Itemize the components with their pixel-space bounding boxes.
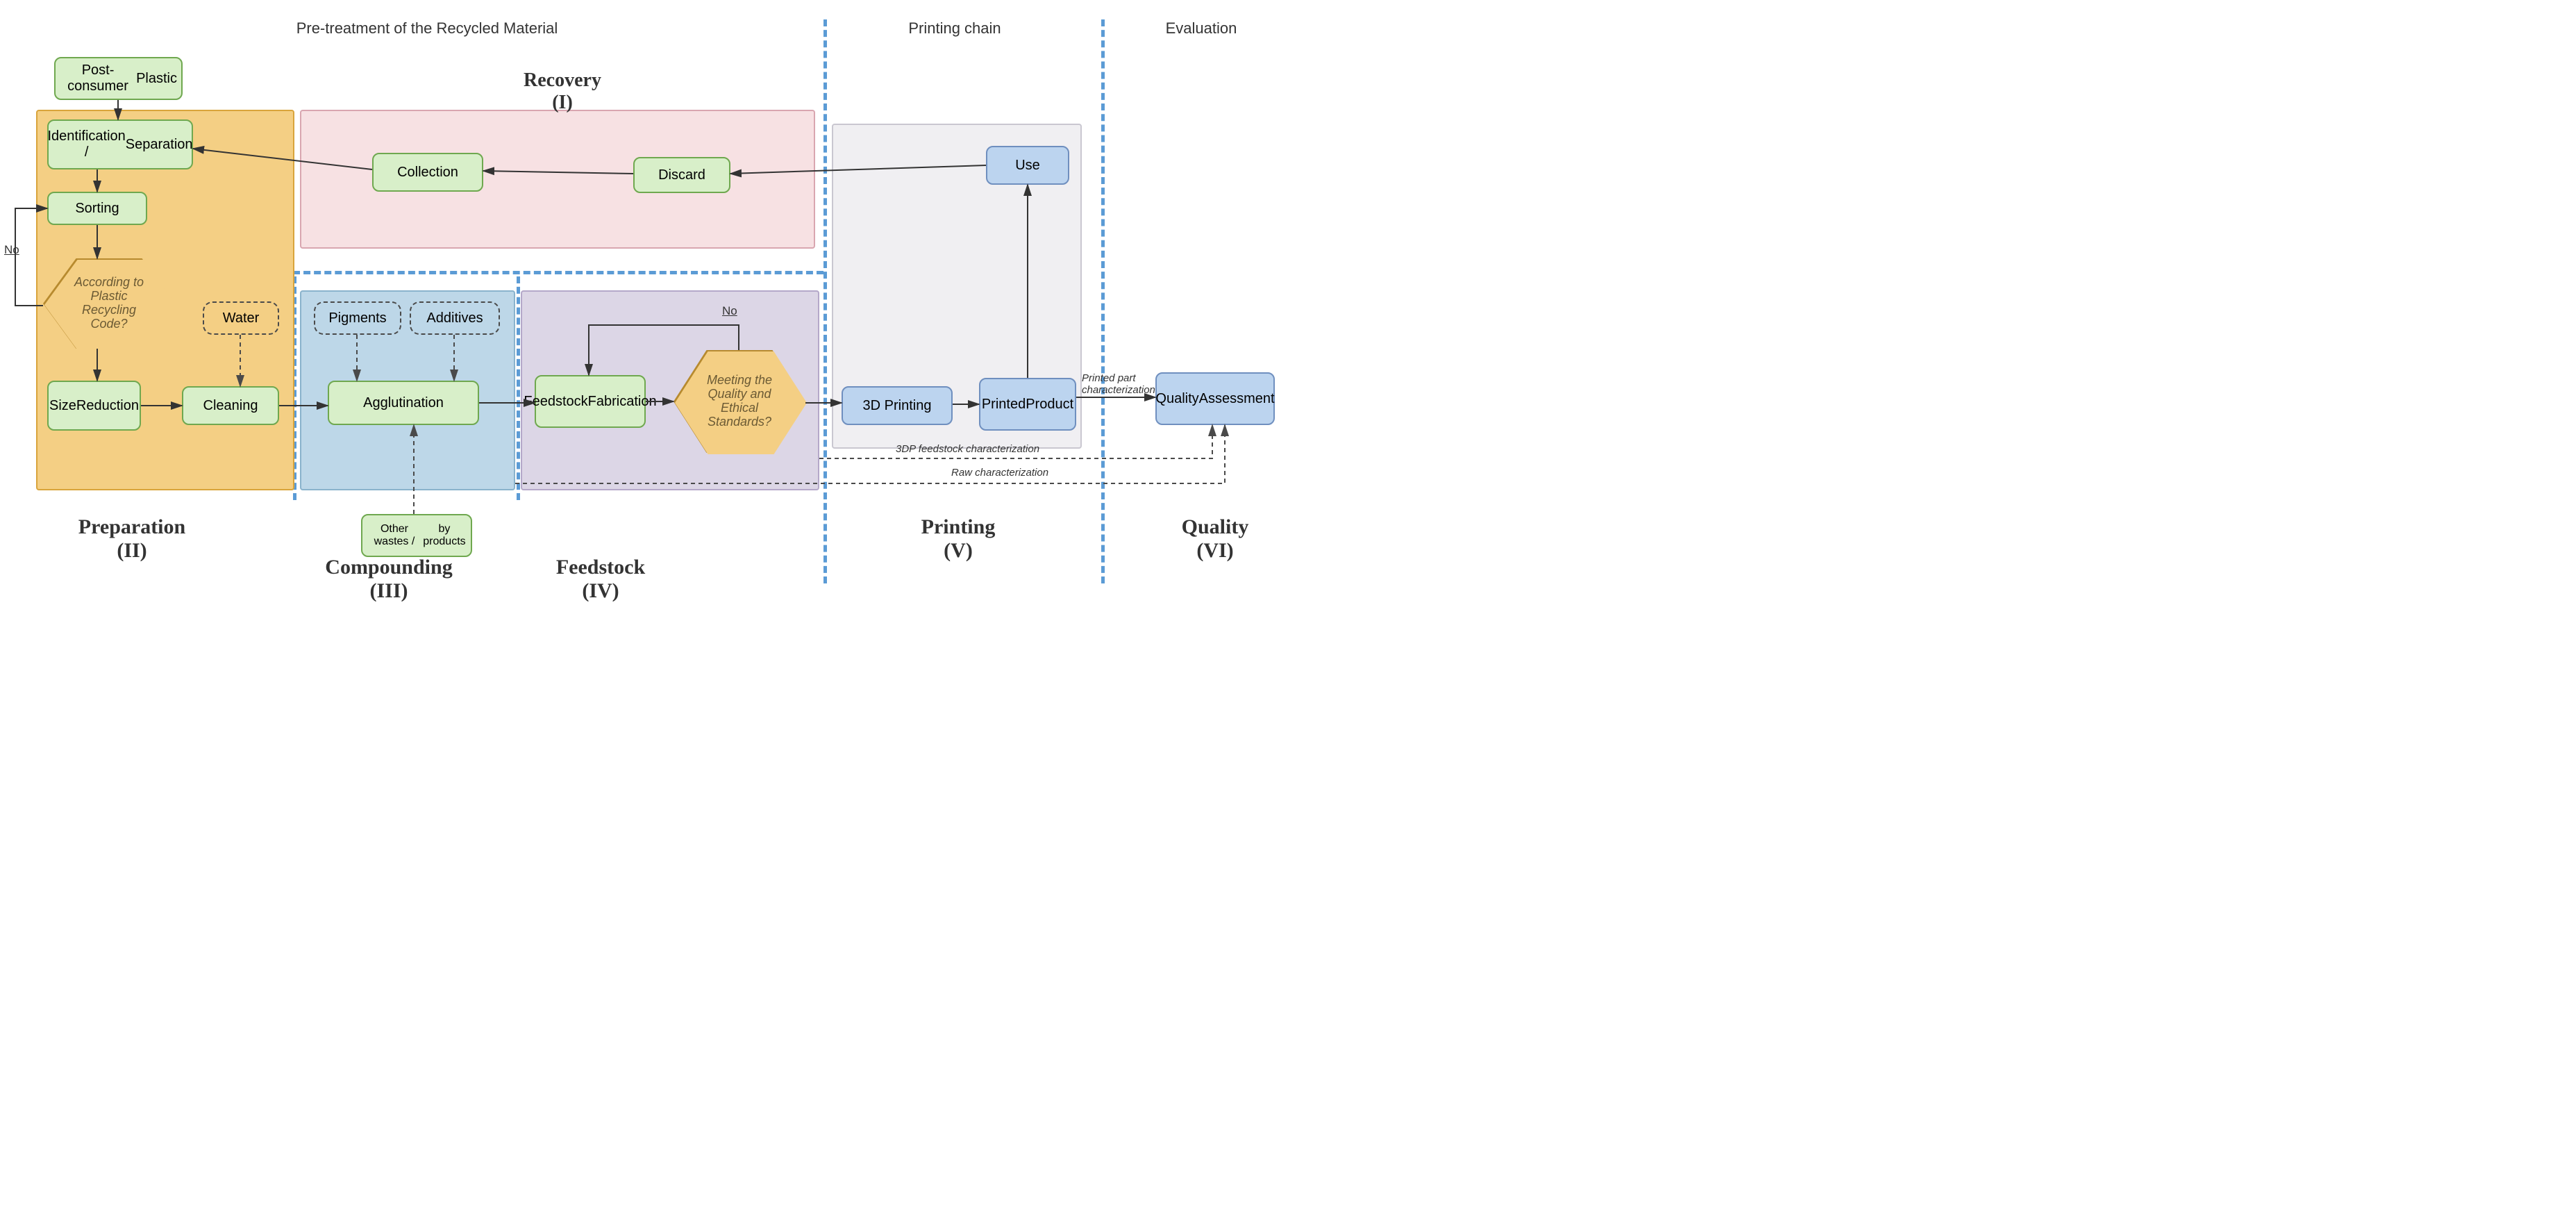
n-cleaning: Cleaning [182,386,279,425]
recovery-title-l2: (I) [552,92,573,113]
n-otherwaste: Other wastes /by products [361,514,472,557]
hdr-printchain: Printing chain [864,19,1045,38]
hdr-pretreat: Pre-treatment of the Recycled Material [201,19,653,38]
e20-label: 3DP feedstock characterization [896,443,1039,455]
n-ident: Identification /Separation [47,119,193,169]
lbl-qual: Quality(VI) [1160,515,1271,563]
lbl-print: Printing(V) [889,515,1028,563]
n-printed: PrintedProduct [979,378,1076,431]
n-discard: Discard [633,157,730,193]
n-water: Water [203,301,279,335]
region-recovery-title: Recovery(I) [486,69,639,114]
lbl-prep: Preparation(II) [56,515,208,563]
hex-code: According toPlastic RecyclingCode? [43,258,175,349]
hdr-eval: Evaluation [1132,19,1271,38]
lbl-comp: Compounding(III) [299,556,479,603]
e12no-label: No [722,304,737,318]
lbl-feed: Feedstock(IV) [524,556,677,603]
n-3dprint: 3D Printing [842,386,953,425]
n-use: Use [986,146,1069,185]
section-divider [823,19,827,583]
e21-label: Raw characterization [951,467,1048,479]
n-additives: Additives [410,301,500,335]
section-divider [293,271,823,274]
e19-label: Printed partcharacterization [1082,372,1155,396]
n-feedfab: FeedstockFabrication [535,375,646,428]
n-collection: Collection [372,153,483,192]
n-quality: QualityAssessment [1155,372,1275,425]
n-pigments: Pigments [314,301,401,335]
n-postconsumer: Post-consumerPlastic [54,57,183,100]
e4no-label: No [4,243,19,257]
flowchart-canvas: Recovery(I) Pre-treatment of the Recycled… [0,0,1288,614]
recovery-title-l1: Recovery [524,69,601,91]
n-sizered: SizeReduction [47,381,141,431]
n-agglut: Agglutination [328,381,479,425]
section-divider [517,276,520,500]
hex-standards: Meeting theQuality andEthicalStandards? [674,350,805,453]
n-sorting: Sorting [47,192,147,225]
section-divider [1101,19,1105,583]
